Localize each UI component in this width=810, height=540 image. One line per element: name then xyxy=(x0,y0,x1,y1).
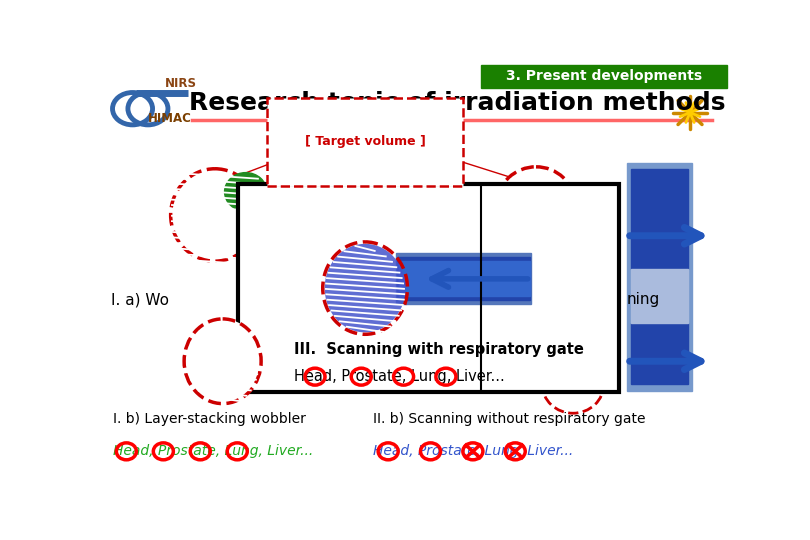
Text: NIRS: NIRS xyxy=(165,77,197,90)
Ellipse shape xyxy=(224,173,267,211)
Ellipse shape xyxy=(544,357,602,411)
Text: III.  Scanning with respiratory gate: III. Scanning with respiratory gate xyxy=(294,342,584,357)
Text: II. b) Scanning without respiratory gate: II. b) Scanning without respiratory gate xyxy=(373,412,646,426)
Text: ning: ning xyxy=(627,292,660,307)
Bar xyxy=(238,184,619,392)
Text: I. a) Wo: I. a) Wo xyxy=(111,292,169,307)
Ellipse shape xyxy=(173,171,258,259)
Ellipse shape xyxy=(171,169,259,261)
Bar xyxy=(480,65,727,88)
Text: Head, Prostate, Lung, Liver...: Head, Prostate, Lung, Liver... xyxy=(294,369,505,384)
Bar xyxy=(398,257,530,300)
Text: I. b) Layer-stacking wobbler: I. b) Layer-stacking wobbler xyxy=(113,412,305,426)
Text: [ Target volume ]: [ Target volume ] xyxy=(305,136,425,148)
Bar xyxy=(211,184,238,219)
Bar xyxy=(627,164,693,390)
Ellipse shape xyxy=(186,321,259,402)
Bar xyxy=(631,269,688,323)
Ellipse shape xyxy=(542,355,603,413)
Bar xyxy=(631,168,688,269)
Bar xyxy=(631,323,688,384)
Text: 3. Present developments: 3. Present developments xyxy=(505,69,701,83)
Bar xyxy=(399,261,530,296)
Ellipse shape xyxy=(497,167,574,240)
Ellipse shape xyxy=(500,168,573,238)
Text: Head, Prostate, Lung, Liver...: Head, Prostate, Lung, Liver... xyxy=(373,444,573,458)
Bar xyxy=(396,253,531,303)
Text: Head, Prostate, Lung, Liver...: Head, Prostate, Lung, Liver... xyxy=(113,444,313,458)
Ellipse shape xyxy=(325,244,406,333)
Text: Research topic of irradiation methods: Research topic of irradiation methods xyxy=(190,91,726,116)
Text: HIMAC: HIMAC xyxy=(148,112,192,125)
Ellipse shape xyxy=(184,319,261,403)
